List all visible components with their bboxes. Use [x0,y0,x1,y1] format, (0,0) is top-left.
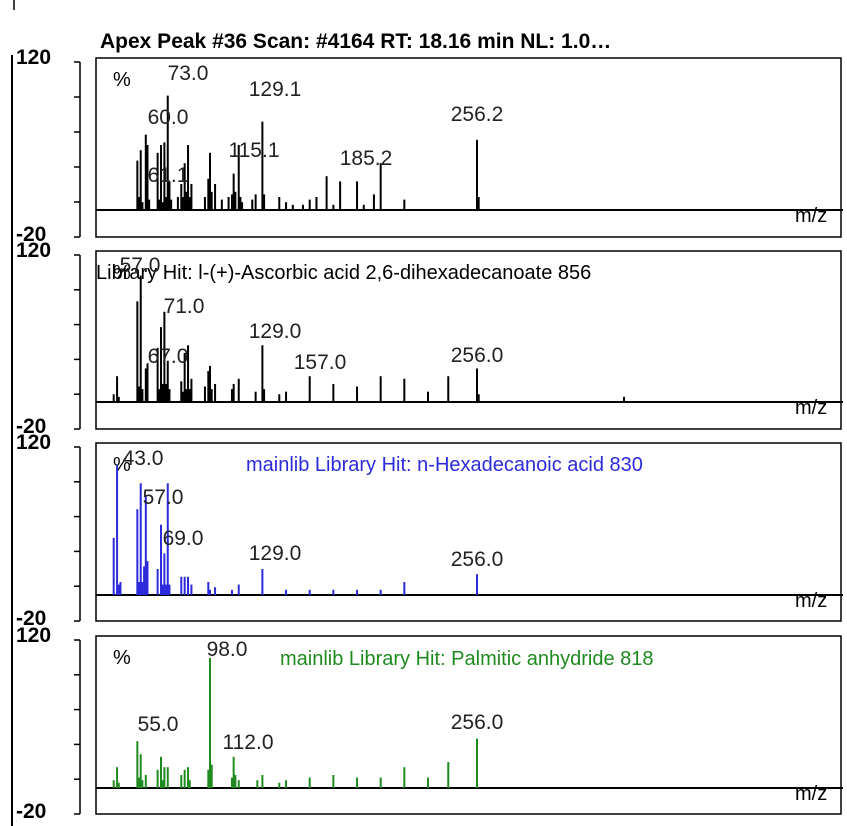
peak-label: 67.0 [148,345,189,368]
peak-label: 185.2 [340,147,393,170]
y-tick-label-min: -20 [16,415,46,438]
peak-label: 129.1 [249,78,302,101]
peak-label: 60.0 [148,106,189,129]
peak-label: 256.0 [451,711,504,734]
peak-label: 98.0 [207,638,248,661]
peak-label: 129.0 [249,542,302,565]
peak-label: 57.0 [120,254,161,277]
y-tick-label-min: -20 [16,800,46,823]
peak-label: 61.1 [148,164,189,187]
y-unit-label: % [113,647,131,669]
spectrum-panel-2: 120 -20% m/z Library Hit: l-(+)-Ascorbic ac… [16,239,843,438]
library-hit-title: mainlib Library Hit: n-Hexadecanoic acid… [246,454,643,476]
spectrum-panel-4: 120 -20% m/z mainlib Library Hit: Palmitic … [16,624,843,823]
peak-label: 71.0 [164,295,205,318]
y-tick-label-max: 120 [16,239,51,262]
peak-label: 256.2 [451,103,504,126]
peak-label: 157.0 [294,351,347,374]
y-tick-label-min: -20 [16,223,46,246]
x-axis-label: m/z [795,205,827,227]
y-tick-label-max: 120 [16,624,51,647]
peak-label: 43.0 [123,447,164,470]
y-tick-label-min: -20 [16,607,46,630]
peak-label: 115.1 [229,139,280,162]
y-unit-label: % [113,262,131,284]
peak-label: 73.0 [168,62,209,85]
x-axis-label: m/z [795,590,827,612]
peak-label: 57.0 [143,486,184,509]
panel-frame [95,57,842,238]
x-axis-label: m/z [795,397,827,419]
y-unit-label: % [113,69,131,91]
y-tick-label-max: 120 [16,431,51,454]
spectrum-header: Apex Peak #36 Scan: #4164 RT: 18.16 min … [100,30,611,53]
panel-frame [95,635,842,815]
library-hit-title: mainlib Library Hit: Palmitic anhydride … [280,648,654,670]
peak-label: 256.0 [451,344,504,367]
library-hit-title: Library Hit: l-(+)-Ascorbic acid 2,6-dih… [96,262,591,284]
peak-label: 256.0 [451,548,504,571]
x-axis-label: m/z [795,783,827,805]
peak-label: 69.0 [163,527,204,550]
panel-frame [95,250,842,430]
spectrum-panel-1: 120 -20% m/z 73.0 60.0 61.1 129.1 115.1 185.2 256… [16,46,843,246]
y-tick-label-max: 120 [16,46,51,69]
peak-label: 129.0 [249,320,302,343]
peak-label: 112.0 [223,731,274,754]
panel-frame [95,442,842,622]
peak-label: 55.0 [138,713,179,736]
